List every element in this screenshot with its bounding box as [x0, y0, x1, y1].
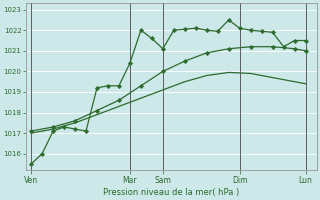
X-axis label: Pression niveau de la mer( hPa ): Pression niveau de la mer( hPa )	[103, 188, 239, 197]
